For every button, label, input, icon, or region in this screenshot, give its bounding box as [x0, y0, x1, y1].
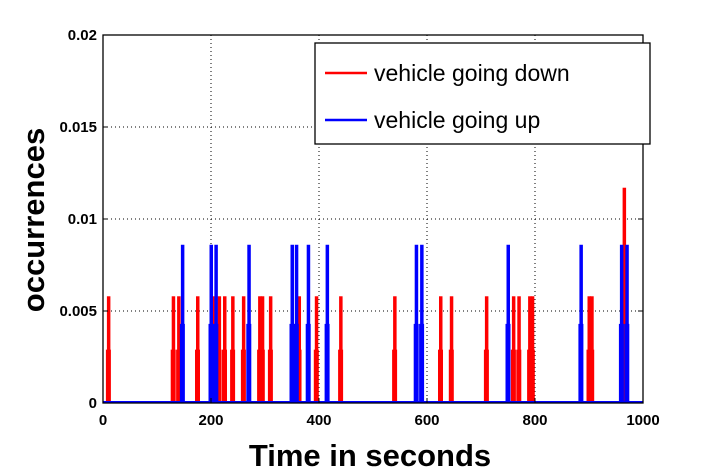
bar-down [297, 296, 302, 403]
x-tick-label: 1000 [626, 412, 659, 429]
x-axis-label: Time in seconds [249, 438, 491, 473]
bar-up [506, 244, 510, 403]
bar-up [247, 244, 251, 403]
bar-down [217, 296, 222, 403]
x-tick-label: 200 [198, 412, 223, 429]
bar-down [484, 296, 489, 403]
bar-down [223, 296, 227, 403]
x-tick-label: 400 [306, 412, 331, 429]
bar-up [619, 244, 624, 403]
y-tick-label: 0.02 [68, 27, 97, 44]
bar-up [325, 244, 330, 403]
bar-down [231, 296, 235, 403]
y-axis-label: occurrences [16, 128, 51, 312]
legend-label-up: vehicle going up [374, 107, 540, 133]
x-tick-label: 800 [522, 412, 547, 429]
grid-lines [103, 35, 643, 403]
bar-down [106, 296, 111, 403]
bar-up [420, 244, 424, 403]
bar-down [449, 296, 454, 403]
bar-down [590, 296, 594, 403]
x-tick-label: 0 [99, 412, 107, 429]
bar-up [290, 244, 294, 403]
bars-layer [105, 187, 630, 403]
x-tick-label: 600 [414, 412, 439, 429]
y-tick-label: 0.015 [59, 119, 97, 136]
bar-down [530, 296, 535, 403]
bar-down [439, 296, 443, 403]
bar-down [393, 296, 397, 403]
bar-down [196, 296, 200, 403]
legend-label-down: vehicle going down [374, 60, 570, 86]
y-tick-label: 0.005 [59, 303, 97, 320]
bar-up [180, 244, 185, 403]
ticks-layer: 0 200 400 600 800 1000 0 0.005 0.01 0.015 0.02 [59, 27, 659, 429]
bar-up [209, 244, 213, 403]
bar-up [306, 244, 311, 403]
bar-up [294, 244, 299, 403]
bar-down [314, 296, 319, 403]
bar-up [579, 244, 583, 403]
legend-box [314, 42, 651, 145]
bar-down [171, 296, 176, 403]
bar-up [214, 244, 218, 403]
bar-down [511, 296, 516, 403]
y-tick-label: 0.01 [68, 211, 97, 228]
bar-down [241, 296, 246, 403]
bar-up [414, 244, 419, 403]
bar-down [517, 296, 521, 403]
bar-down [622, 187, 627, 403]
bar-up [625, 244, 629, 403]
bar-down [260, 296, 265, 403]
bar-down [268, 296, 273, 403]
y-tick-label: 0 [89, 395, 97, 412]
bar-down [177, 296, 181, 403]
legend: vehicle going down vehicle going up [314, 42, 651, 145]
bar-down [339, 296, 343, 403]
